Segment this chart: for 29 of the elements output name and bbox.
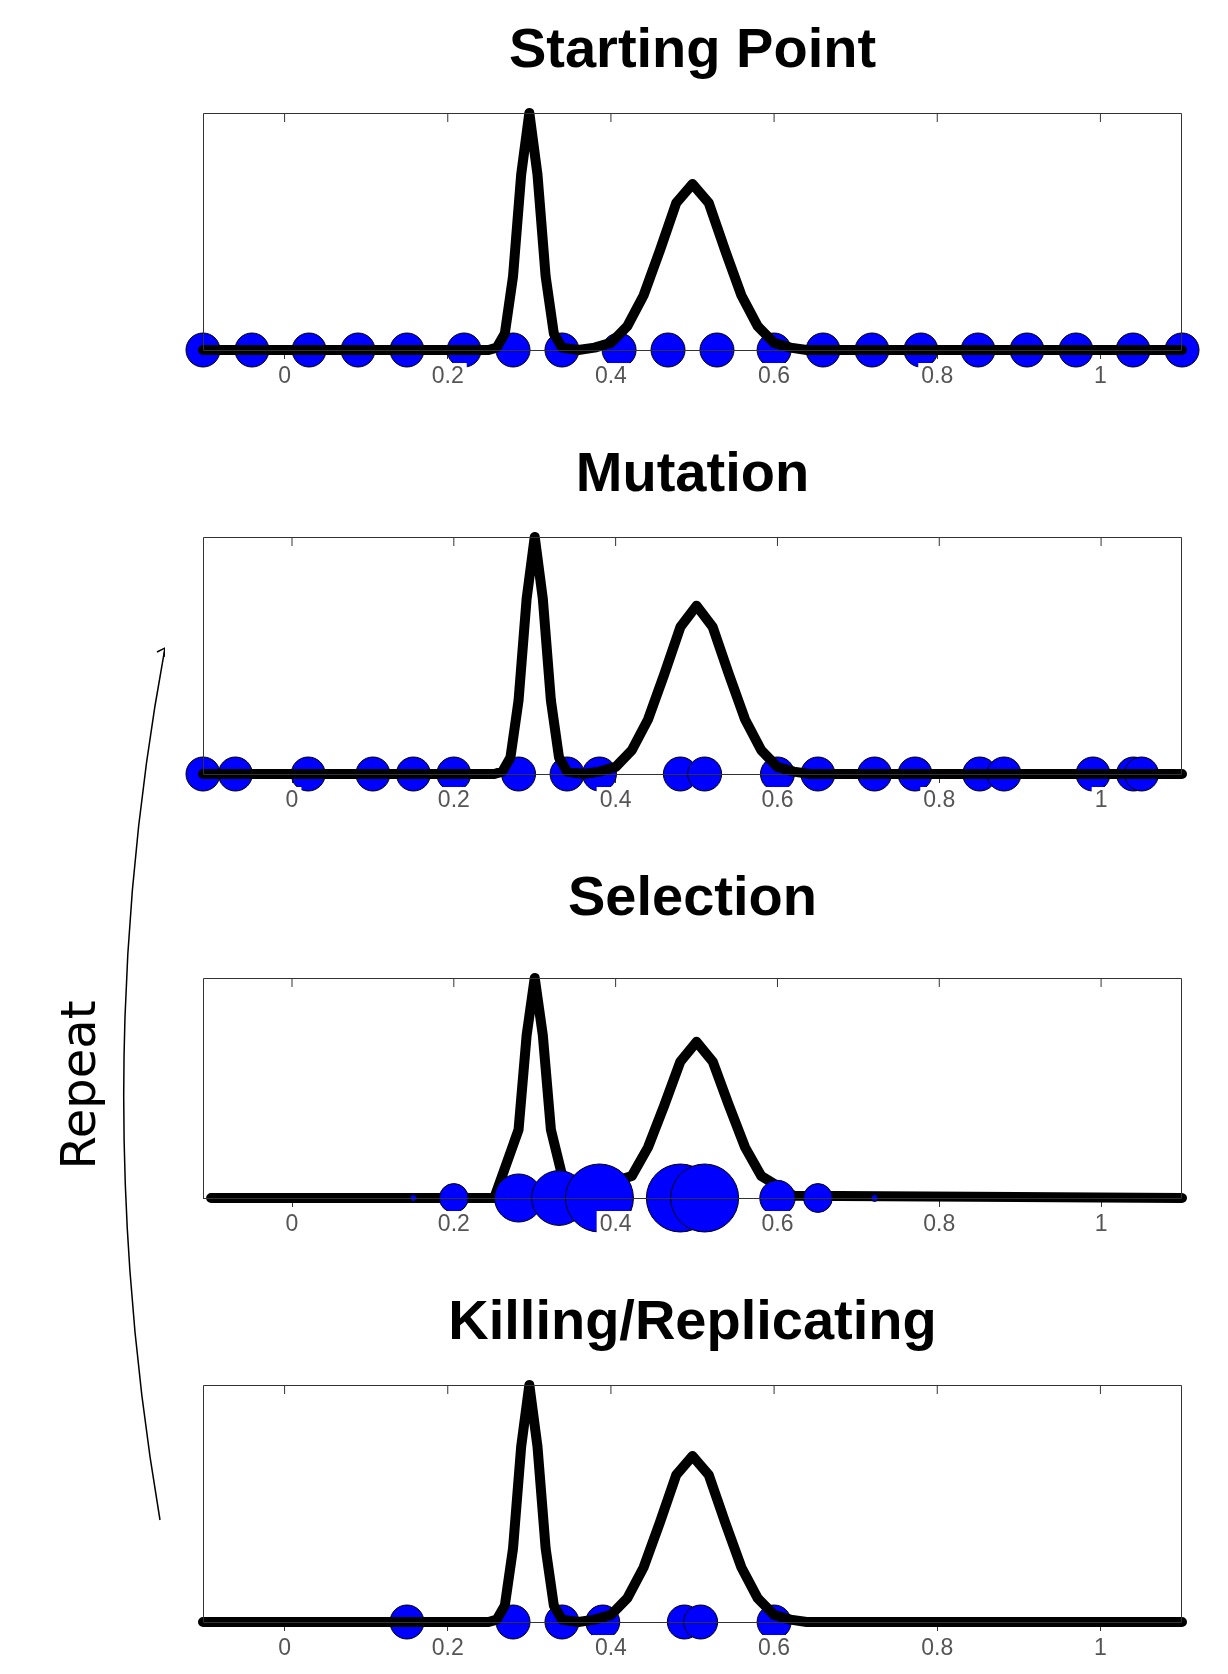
chart-title: Killing/Replicating [447,1287,938,1353]
x-tick-label: 0.8 [923,1209,956,1236]
x-tick-label: 0 [278,361,291,388]
text: Repeat [49,1000,106,1170]
x-tick-label: 0.2 [437,1209,470,1236]
x-tick-label: 1 [1094,361,1107,388]
x-tick-label: 0 [278,1633,291,1660]
chart-title: Starting Point [507,15,878,81]
x-tick-label: 0.6 [761,1209,794,1236]
x-tick-label: 0.4 [599,785,632,812]
x-tick-label: 0.2 [437,785,470,812]
x-tick-label: 0.4 [594,361,628,388]
x-tick-label: 1 [1094,1633,1107,1660]
x-tick-label: 1 [1094,1209,1108,1236]
x-tick-label: 0.8 [923,785,956,812]
x-tick-label: 0 [285,1209,299,1236]
x-tick-label: 0 [285,785,299,812]
x-tick-label: 0.6 [758,1633,791,1660]
chart-title: Selection [567,863,818,929]
x-tick-label: 0.4 [599,1209,632,1236]
x-tick-label: 0.6 [761,785,794,812]
x-tick-label: 0.6 [758,361,791,388]
x-tick-label: 1 [1094,785,1108,812]
x-tick-label: 0.8 [921,361,954,388]
x-tick-label: 0.4 [594,1633,628,1660]
x-tick-label: 0.8 [921,1633,954,1660]
x-tick-label: 0.2 [431,1633,464,1660]
chart-title: Mutation [574,439,811,505]
x-tick-label: 0.2 [431,361,464,388]
